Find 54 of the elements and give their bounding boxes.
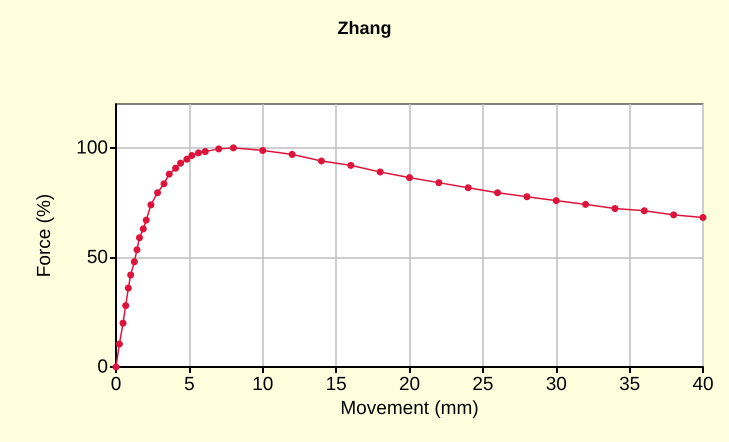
x-tick-label: 10 xyxy=(252,374,274,395)
point xyxy=(142,216,150,224)
x-axis-title: Movement (mm) xyxy=(340,398,479,419)
point xyxy=(172,164,180,172)
point xyxy=(133,246,140,254)
point xyxy=(130,258,138,266)
point xyxy=(259,146,266,154)
point xyxy=(318,157,325,164)
point xyxy=(406,174,413,182)
point xyxy=(288,150,296,158)
point xyxy=(376,168,384,176)
x-tick-label: 35 xyxy=(619,374,640,395)
point xyxy=(230,144,237,152)
point xyxy=(112,364,120,370)
y-axis-title: Force (%) xyxy=(34,194,55,278)
point xyxy=(670,211,678,218)
point xyxy=(183,156,190,163)
x-tick-label: 0 xyxy=(110,374,122,395)
point xyxy=(552,197,560,204)
point xyxy=(188,152,196,159)
point xyxy=(611,205,618,212)
point xyxy=(215,145,222,152)
point xyxy=(154,189,162,196)
point xyxy=(640,207,648,214)
point xyxy=(127,271,134,278)
point xyxy=(122,302,130,310)
point xyxy=(700,214,706,222)
x-tick-label: 40 xyxy=(692,374,714,395)
point xyxy=(194,149,202,156)
point xyxy=(160,180,168,188)
point xyxy=(435,179,442,186)
y-tick-label: 100 xyxy=(76,137,108,158)
point xyxy=(523,193,530,200)
point xyxy=(147,201,154,208)
point xyxy=(202,148,209,156)
point xyxy=(120,320,127,327)
point xyxy=(136,234,143,242)
x-tick-label: 5 xyxy=(184,374,195,395)
x-tick-label: 30 xyxy=(546,374,567,395)
y-tick-label: 0 xyxy=(97,356,108,378)
y-tick-label: 50 xyxy=(86,246,108,268)
point xyxy=(116,340,123,348)
point xyxy=(494,189,502,196)
point xyxy=(347,162,354,169)
x-tick-label: 20 xyxy=(398,374,420,395)
x-tick-label: 15 xyxy=(326,374,347,395)
point xyxy=(582,200,590,208)
x-tick-label: 25 xyxy=(472,374,494,395)
chart-title: Zhang xyxy=(338,18,392,38)
point xyxy=(464,184,472,192)
point xyxy=(166,170,173,178)
point xyxy=(140,225,147,232)
point xyxy=(124,284,132,292)
point xyxy=(177,160,184,167)
